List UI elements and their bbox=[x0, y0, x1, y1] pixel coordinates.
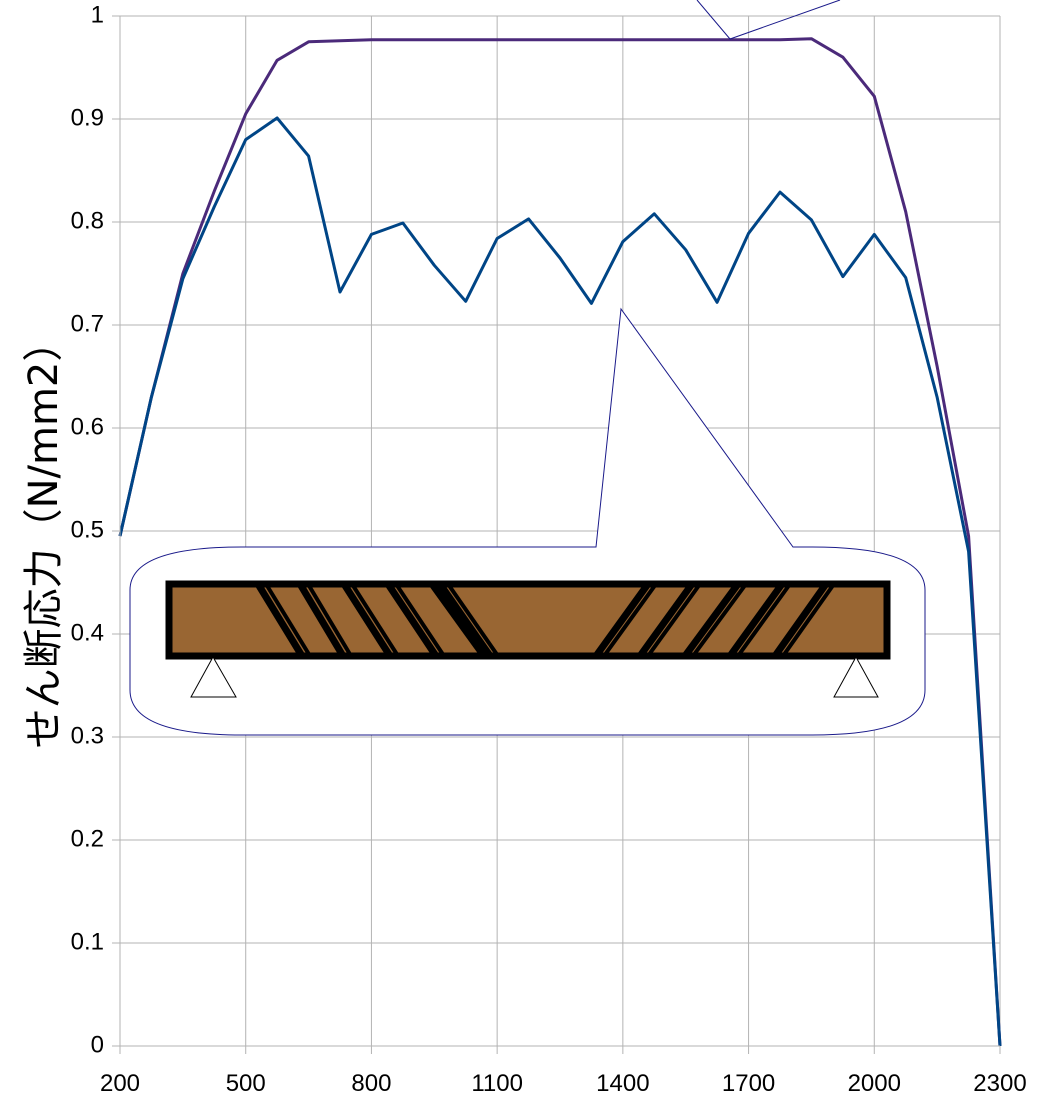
y-tick-label: 1 bbox=[91, 1, 104, 28]
shear-crack bbox=[341, 582, 393, 658]
series-lines bbox=[118, 37, 1002, 1047]
shear-crack bbox=[772, 581, 829, 659]
y-tick-labels: 0 0.1 0.2 0.3 0.4 0.5 0.6 0.7 0.8 0.9 1 bbox=[71, 1, 104, 1058]
shear-crack bbox=[306, 582, 353, 658]
x-tick-labels: 200 500 800 1100 1400 1700 2000 2300 bbox=[100, 1070, 1027, 1097]
y-tick-label: 0.6 bbox=[71, 413, 104, 440]
x-tick-label: 800 bbox=[351, 1070, 391, 1097]
x-tick-label: 2300 bbox=[973, 1070, 1026, 1097]
series-2-line bbox=[118, 116, 1002, 1047]
x-tick-label: 500 bbox=[226, 1070, 266, 1097]
shear-crack bbox=[394, 582, 446, 658]
shear-crack bbox=[682, 581, 741, 659]
shear-crack bbox=[637, 581, 695, 659]
y-tick-label: 0.7 bbox=[71, 310, 104, 337]
shear-crack bbox=[602, 582, 658, 658]
shear-crack bbox=[385, 582, 439, 658]
x-tick-label: 1100 bbox=[471, 1070, 523, 1097]
shear-crack bbox=[264, 582, 312, 658]
callout-balloon bbox=[129, 307, 926, 736]
y-tick-label: 0.9 bbox=[71, 104, 104, 131]
shear-crack bbox=[736, 582, 792, 658]
series-1-line bbox=[118, 37, 1002, 1047]
shear-crack bbox=[691, 582, 748, 658]
shear-crack bbox=[429, 581, 487, 659]
left-support-triangle bbox=[190, 655, 237, 698]
x-tick-label: 1700 bbox=[722, 1070, 775, 1097]
y-tick-label: 0.2 bbox=[71, 825, 104, 852]
shear-crack bbox=[437, 582, 493, 658]
shear-crack bbox=[255, 582, 305, 658]
y-tick-label: 0 bbox=[91, 1031, 104, 1058]
y-tick-label: 0.8 bbox=[71, 207, 104, 234]
shear-crack bbox=[296, 582, 347, 658]
shear-crack bbox=[727, 581, 785, 659]
x-tick-label: 1400 bbox=[596, 1070, 649, 1097]
shear-crack bbox=[593, 581, 651, 659]
shear-crack bbox=[646, 582, 702, 658]
y-tick-label: 0.5 bbox=[71, 516, 104, 543]
y-tick-label: 0.1 bbox=[71, 928, 104, 955]
shear-crack bbox=[350, 582, 400, 658]
grid-lines bbox=[112, 15, 1001, 1054]
x-tick-label: 200 bbox=[100, 1070, 140, 1097]
y-tick-label: 0.4 bbox=[71, 619, 104, 646]
shear-crack bbox=[781, 582, 836, 658]
right-support-triangle bbox=[833, 655, 879, 698]
y-tick-label: 0.3 bbox=[71, 722, 104, 749]
y-axis-label: せん断応力（N/mm2） bbox=[21, 322, 67, 749]
x-tick-label: 2000 bbox=[848, 1070, 901, 1097]
top-callout-pointer bbox=[696, 0, 841, 40]
shear-crack bbox=[446, 582, 500, 658]
beam-cracks bbox=[255, 581, 836, 659]
beam-diagram-callout bbox=[129, 307, 926, 736]
